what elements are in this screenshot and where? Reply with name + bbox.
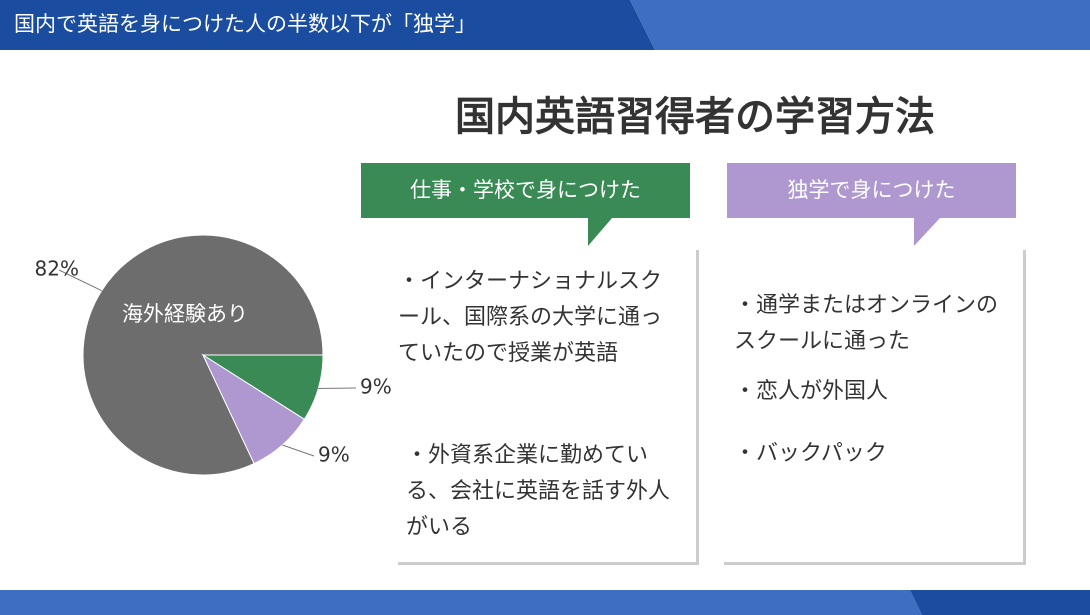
leader-line bbox=[58, 269, 102, 292]
text-box: ・通学またはオンラインのスクールに通った ・恋人が外国人 ・バックパック bbox=[724, 250, 1026, 565]
text-box: ・インターナショナルスクール、国際系の大学に通っていたので授業が英語 ・外資系企… bbox=[398, 250, 699, 565]
header-accent bbox=[630, 0, 1090, 50]
data-label: 9% bbox=[360, 375, 392, 399]
data-label: 9% bbox=[318, 443, 350, 467]
pie-chart: 82% 海外経験あり 9% 9% bbox=[35, 234, 392, 476]
leader-line bbox=[282, 444, 315, 457]
column-heading: 独学で身につけた bbox=[787, 178, 956, 202]
heading-box bbox=[361, 163, 690, 246]
footer-accent bbox=[910, 590, 1090, 615]
header-title: 国内で英語を身につけた人の半数以下が「独学」 bbox=[14, 12, 476, 36]
heading-box bbox=[727, 163, 1016, 246]
list-item: ・通学またはオンラインのスクールに通った bbox=[734, 293, 999, 354]
footer-bar bbox=[0, 590, 922, 615]
pie-slice bbox=[201, 353, 306, 465]
list-item: ・バックパック bbox=[734, 441, 887, 466]
list-item: ・外資系企業に勤めている、会社に英語を話す外人がいる bbox=[406, 443, 671, 540]
column-heading: 仕事・学校で身につけた bbox=[410, 178, 641, 202]
list-item: ・恋人が外国人 bbox=[734, 379, 889, 404]
slice-label: 海外経験あり bbox=[122, 302, 248, 326]
header-bar bbox=[0, 0, 655, 50]
slide-title: 国内英語習得者の学習方法 bbox=[455, 94, 935, 140]
list-item: ・インターナショナルスクール、国際系の大学に通っていたので授業が英語 bbox=[398, 269, 663, 366]
data-label: 82% bbox=[35, 257, 79, 281]
